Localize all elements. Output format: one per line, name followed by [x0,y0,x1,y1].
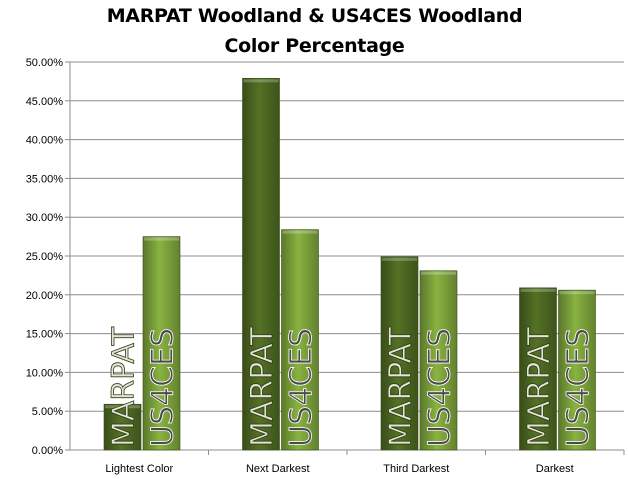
bar-series-label: MARPAT [522,326,557,447]
bar-highlight [382,257,417,261]
y-tick-label: 5.00% [32,406,63,418]
y-tick-label: 15.00% [26,329,64,341]
bar-series-label: US4CES [423,328,458,447]
bar-us4ces-3 [558,289,596,451]
chart-title-line-1: MARPAT Woodland & US4CES Woodland [106,5,523,27]
bar-us4ces-1 [281,229,319,451]
y-tick-label: 0.00% [32,445,63,457]
bar-marpat-0 [103,403,142,451]
bar-series-label: US4CES [284,328,319,447]
bar-series-label: US4CES [146,328,181,447]
x-tick-label: Lightest Color [105,463,173,475]
bar-series-label: MARPAT [245,326,280,447]
chart-title-line-2: Color Percentage [224,35,405,57]
bar-highlight [520,288,556,292]
bar-marpat-2 [380,256,419,451]
bar-marpat-3 [519,287,557,451]
y-tick-label: 20.00% [26,290,64,302]
bar-series-label: US4CES [561,328,596,447]
bar-highlight [421,271,456,275]
y-tick-label: 25.00% [26,251,64,263]
bar-us4ces-0 [142,236,181,451]
bar-marpat-1 [242,77,280,451]
x-tick-label: Next Darkest [246,463,310,475]
bar-highlight [144,237,179,241]
bar-highlight [243,79,279,83]
x-tick-label: Third Darkest [383,463,449,475]
y-tick-label: 40.00% [26,135,64,147]
bar-series-label: MARPAT [384,326,419,447]
x-tick-label: Darkest [536,463,574,475]
bar-highlight [105,405,140,409]
bar-highlight [559,291,595,295]
y-tick-label: 10.00% [26,367,64,379]
y-tick-label: 45.00% [26,96,64,108]
bar-us4ces-2 [419,270,458,451]
bar-highlight [282,230,318,234]
y-tick-label: 50.00% [26,57,64,69]
bar-series-label: MARPAT [107,326,142,447]
y-tick-label: 30.00% [26,212,64,224]
y-tick-label: 35.00% [26,173,64,185]
